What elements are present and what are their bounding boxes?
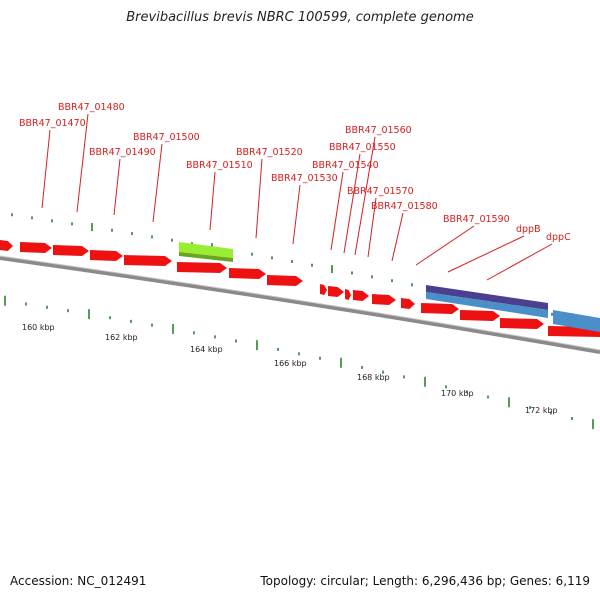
cds-arrow [20, 242, 52, 253]
cds-arrow [328, 286, 344, 297]
cds-arrow [401, 298, 415, 309]
tick-row-lower [4, 295, 594, 430]
selected-gene-shadow [179, 252, 233, 262]
kbp-label: 160 kbp [22, 323, 55, 332]
accession-text: Accession: NC_012491 [10, 574, 147, 588]
gene-label[interactable]: BBR47_01490 [89, 147, 156, 158]
cds-arrow [372, 294, 396, 305]
gene-label[interactable]: BBR47_01520 [236, 147, 303, 158]
leader-line [367, 197, 377, 258]
genome-backbone-highlight [0, 255, 600, 351]
gene-label[interactable]: BBR47_01540 [312, 160, 379, 171]
cds-arrow [460, 310, 500, 321]
leader-line [415, 225, 475, 266]
cds-arrow [177, 262, 227, 273]
gene-label[interactable]: BBR47_01580 [371, 201, 438, 212]
leader-line [76, 113, 89, 213]
kbp-label: 166 kbp [274, 359, 307, 368]
leader-line [41, 129, 51, 209]
gene-label[interactable]: dppC [546, 232, 571, 243]
cds-arrow [90, 250, 123, 261]
cds-arrow [124, 255, 172, 266]
topology-summary: Topology: circular; Length: 6,296,436 bp… [260, 574, 590, 588]
cds-arrow [421, 303, 459, 314]
genome-backbone [0, 256, 600, 354]
leader-line [354, 136, 376, 256]
gene-label[interactable]: BBR47_01570 [347, 186, 414, 197]
map-title: Brevibacillus brevis NBRC 100599, comple… [126, 10, 474, 25]
gene-label[interactable]: BBR47_01550 [329, 142, 396, 153]
gene-label[interactable]: BBR47_01560 [345, 125, 412, 136]
leader-line [447, 235, 525, 273]
cds-arrow [353, 290, 369, 301]
gene-label[interactable]: dppB [516, 224, 541, 235]
leader-line [292, 184, 301, 245]
leader-line [330, 171, 344, 251]
kbp-label: 168 kbp [357, 373, 390, 382]
gene-label[interactable]: BBR47_01480 [58, 102, 125, 113]
leader-line [255, 158, 263, 239]
gene-label[interactable]: BBR47_01590 [443, 214, 510, 225]
gene-labels: BBR47_01470 BBR47_01480 BBR47_01490 BBR4… [19, 102, 571, 243]
feature-band [553, 310, 600, 332]
leader-line [391, 212, 404, 262]
label-leaders [41, 113, 553, 281]
feature-track [0, 240, 600, 337]
cds-arrow [500, 318, 544, 329]
leader-line [486, 243, 553, 281]
kbp-label: 164 kbp [190, 345, 223, 354]
kbp-label: 172 kbp [525, 406, 558, 415]
leader-line [152, 143, 163, 223]
gene-label[interactable]: BBR47_01500 [133, 132, 200, 143]
kbp-label: 162 kbp [105, 333, 138, 342]
cds-arrow [229, 268, 266, 279]
leader-line [113, 158, 121, 216]
cds-arrow [345, 289, 351, 300]
leader-line [343, 153, 361, 254]
cds-arrow [320, 284, 327, 295]
cds-arrow [267, 275, 303, 286]
gene-label[interactable]: BBR47_01470 [19, 118, 86, 129]
cds-arrow [0, 240, 13, 251]
gene-label[interactable]: BBR47_01510 [186, 160, 253, 171]
cds-arrow [53, 245, 89, 256]
gene-label[interactable]: BBR47_01530 [271, 173, 338, 184]
kbp-labels: 160 kbp 162 kbp 164 kbp 166 kbp 168 kbp … [22, 323, 558, 415]
selected-gene [179, 242, 233, 258]
leader-line [209, 171, 216, 231]
feature-band [426, 285, 548, 310]
kbp-label: 170 kbp [441, 389, 474, 398]
feature-band [426, 292, 548, 318]
